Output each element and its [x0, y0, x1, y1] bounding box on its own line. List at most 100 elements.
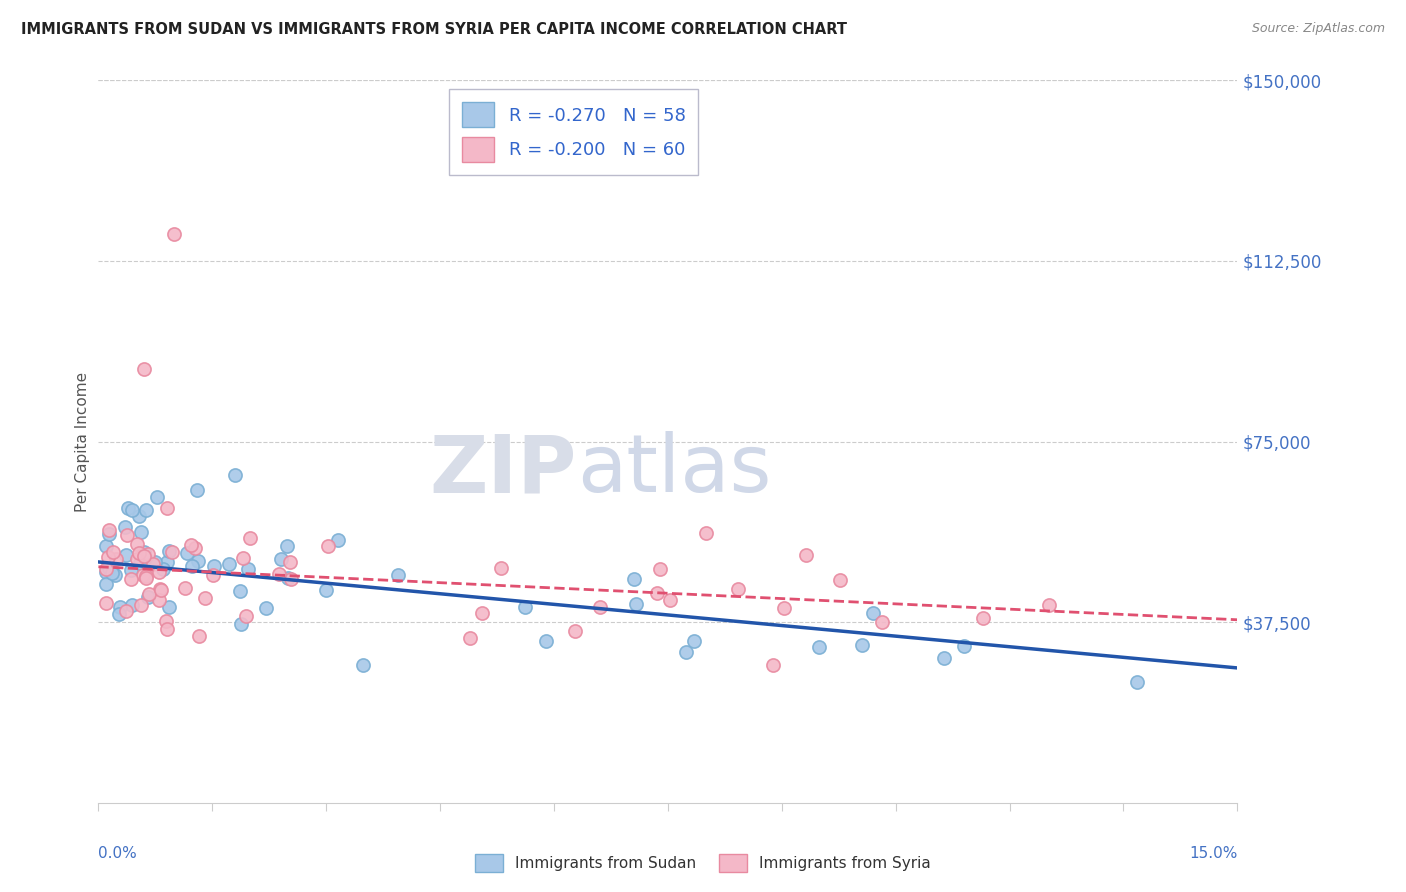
Point	[160, 545, 183, 559]
Point	[202, 559, 225, 574]
Point	[1038, 598, 1060, 612]
Text: Source: ZipAtlas.com: Source: ZipAtlas.com	[1251, 22, 1385, 36]
Point	[232, 550, 254, 565]
Point	[115, 528, 138, 542]
Point	[135, 571, 157, 585]
Point	[659, 593, 682, 607]
Point	[180, 538, 202, 552]
Point	[589, 600, 612, 615]
Point	[115, 548, 138, 562]
Point	[534, 633, 557, 648]
Point	[387, 568, 409, 582]
Point	[794, 548, 817, 562]
Point	[108, 599, 131, 614]
Point	[675, 645, 697, 659]
Point	[808, 640, 831, 655]
Point	[277, 571, 299, 585]
Point	[239, 532, 262, 546]
Point	[235, 609, 257, 624]
Point	[98, 561, 121, 575]
Point	[231, 617, 253, 632]
Text: 15.0%: 15.0%	[1189, 847, 1237, 861]
Point	[624, 597, 647, 611]
Point	[94, 577, 117, 591]
Point	[94, 539, 117, 553]
Text: ZIP: ZIP	[429, 432, 576, 509]
Point	[229, 584, 252, 599]
Point	[181, 558, 204, 573]
Point	[128, 557, 150, 571]
Point	[352, 657, 374, 672]
Point	[132, 549, 155, 563]
Point	[128, 546, 150, 560]
Point	[134, 551, 156, 566]
Point	[131, 568, 153, 582]
Point	[184, 541, 207, 556]
Point	[254, 601, 277, 615]
Point	[762, 658, 785, 673]
Point	[145, 555, 167, 569]
Point	[104, 567, 127, 582]
Point	[851, 638, 873, 652]
Point	[115, 604, 138, 618]
Point	[149, 582, 172, 597]
Point	[97, 523, 120, 537]
Point	[156, 501, 179, 516]
Legend: Immigrants from Sudan, Immigrants from Syria: Immigrants from Sudan, Immigrants from S…	[468, 846, 938, 880]
Point	[125, 537, 148, 551]
Point	[316, 539, 339, 553]
Point	[201, 568, 224, 582]
Point	[157, 600, 180, 615]
Point	[278, 555, 301, 569]
Point	[156, 622, 179, 636]
Point	[458, 631, 481, 645]
Point	[120, 572, 142, 586]
Point	[101, 544, 124, 558]
Point	[276, 539, 298, 553]
Point	[148, 566, 170, 580]
Point	[120, 563, 142, 577]
Point	[269, 566, 291, 581]
Point	[146, 490, 169, 504]
Point	[186, 483, 208, 497]
Point	[135, 569, 157, 583]
Point	[155, 614, 177, 628]
Point	[471, 607, 494, 621]
Point	[98, 527, 121, 541]
Legend: R = -0.270   N = 58, R = -0.200   N = 60: R = -0.270 N = 58, R = -0.200 N = 60	[449, 89, 699, 175]
Point	[280, 572, 302, 586]
Text: atlas: atlas	[576, 432, 770, 509]
Point	[136, 547, 159, 561]
Point	[129, 524, 152, 539]
Point	[94, 562, 117, 576]
Point	[132, 362, 155, 376]
Point	[101, 566, 124, 581]
Point	[176, 546, 198, 560]
Point	[152, 562, 174, 576]
Point	[870, 615, 893, 629]
Point	[682, 634, 704, 648]
Point	[94, 596, 117, 610]
Point	[932, 651, 955, 665]
Point	[128, 508, 150, 523]
Point	[173, 581, 195, 595]
Point	[148, 593, 170, 607]
Point	[727, 582, 749, 597]
Point	[125, 551, 148, 566]
Point	[224, 468, 246, 483]
Point	[142, 557, 165, 571]
Point	[121, 503, 143, 517]
Point	[131, 598, 153, 612]
Point	[830, 574, 852, 588]
Point	[138, 587, 160, 601]
Point	[97, 550, 120, 565]
Point	[270, 552, 292, 566]
Point	[156, 555, 179, 569]
Point	[315, 583, 337, 598]
Point	[645, 586, 668, 600]
Point	[94, 565, 117, 579]
Point	[648, 562, 671, 576]
Point	[952, 639, 974, 653]
Point	[163, 227, 186, 242]
Point	[136, 590, 159, 604]
